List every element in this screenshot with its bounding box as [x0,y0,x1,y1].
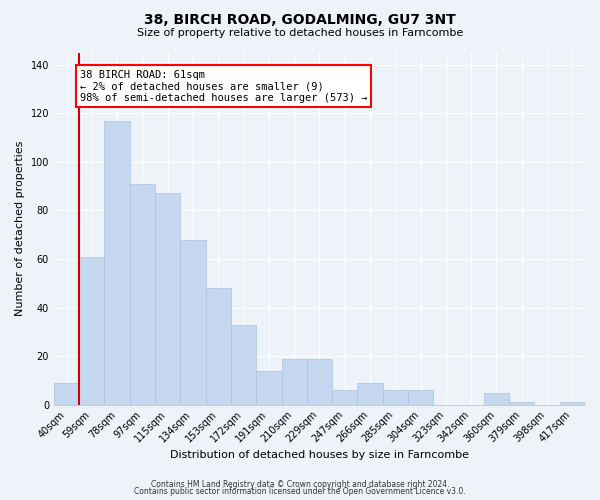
Bar [332,390,358,404]
Text: 38 BIRCH ROAD: 61sqm
← 2% of detached houses are smaller (9)
98% of semi-detache: 38 BIRCH ROAD: 61sqm ← 2% of detached ho… [80,70,367,102]
Bar [231,324,256,404]
Bar [484,392,509,404]
Bar [408,390,433,404]
Text: 38, BIRCH ROAD, GODALMING, GU7 3NT: 38, BIRCH ROAD, GODALMING, GU7 3NT [144,12,456,26]
Text: Size of property relative to detached houses in Farncombe: Size of property relative to detached ho… [137,28,463,38]
X-axis label: Distribution of detached houses by size in Farncombe: Distribution of detached houses by size … [170,450,469,460]
Bar [155,194,181,404]
Bar [256,370,281,404]
Bar [104,120,130,405]
Bar [560,402,585,404]
Bar [206,288,231,405]
Bar [383,390,408,404]
Text: Contains HM Land Registry data © Crown copyright and database right 2024.: Contains HM Land Registry data © Crown c… [151,480,449,489]
Bar [307,358,332,405]
Y-axis label: Number of detached properties: Number of detached properties [15,141,25,316]
Text: Contains public sector information licensed under the Open Government Licence v3: Contains public sector information licen… [134,487,466,496]
Bar [281,358,307,405]
Bar [130,184,155,404]
Bar [79,256,104,404]
Bar [54,383,79,404]
Bar [181,240,206,404]
Bar [509,402,535,404]
Bar [358,383,383,404]
